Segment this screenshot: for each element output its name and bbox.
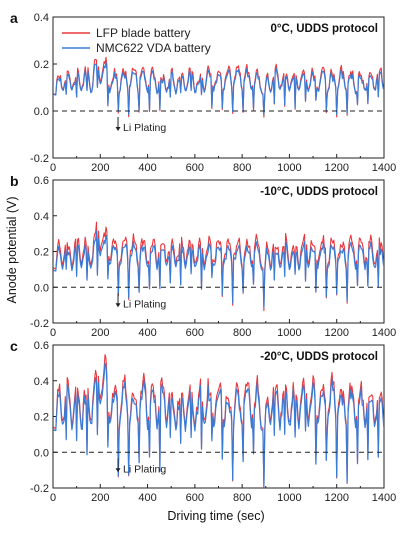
panel-b: 0 200 400 600 800 1000 1200 1400 -0.2 0.0 0.2 0.4 0.… xyxy=(10,173,396,339)
panel-a: 0 200 400 600 800 1000 1200 1400 -0.2 0.0 0.2 0.4 Li… xyxy=(10,10,396,174)
x-tick-label: 1400 xyxy=(372,327,396,339)
y-axis-title: Anode potential (V) xyxy=(5,196,19,303)
x-tick-label: 800 xyxy=(233,327,251,339)
y-tick-label: 0.2 xyxy=(34,59,49,71)
x-tick-label: 0 xyxy=(50,492,56,504)
x-tick-label: 600 xyxy=(186,492,204,504)
y-tick-label: -0.2 xyxy=(30,483,49,495)
series-line-lfp xyxy=(53,221,384,312)
x-tick-label: 1000 xyxy=(277,162,301,174)
li-plating-arrowhead xyxy=(115,127,121,131)
y-tick-label: 0.4 xyxy=(34,211,49,223)
plot-frame xyxy=(52,344,385,489)
panel-letter: a xyxy=(10,10,18,26)
x-tick-label: 1400 xyxy=(372,492,396,504)
x-tick-label: 1200 xyxy=(324,492,348,504)
legend-label-lfp: LFP blade battery xyxy=(96,26,191,40)
x-tick-label: 600 xyxy=(186,327,204,339)
series-line-nmc xyxy=(53,230,384,308)
legend-label-nmc: NMC622 VDA battery xyxy=(96,41,211,55)
series-line-nmc xyxy=(53,61,384,116)
x-tick-label: 1200 xyxy=(324,162,348,174)
panel-title: -10°C, UDDS protocol xyxy=(260,186,378,198)
x-axis-title: Driving time (sec) xyxy=(167,509,264,523)
y-tick-label: 0.0 xyxy=(34,447,49,459)
x-tick-label: 1000 xyxy=(277,492,301,504)
x-tick-label: 0 xyxy=(50,162,56,174)
y-tick-label: -0.2 xyxy=(30,318,49,330)
x-tick-label: 200 xyxy=(91,162,109,174)
li-plating-label: Li Plating xyxy=(123,463,166,475)
x-tick-label: 1200 xyxy=(324,327,348,339)
y-tick-label: 0.2 xyxy=(34,247,49,259)
panel-title: -20°C, UDDS protocol xyxy=(260,351,378,363)
y-tick-label: 0.6 xyxy=(34,340,49,352)
x-tick-label: 200 xyxy=(91,492,109,504)
li-plating-label: Li Plating xyxy=(123,122,166,134)
panel-letter: b xyxy=(10,173,19,189)
x-tick-label: 600 xyxy=(186,162,204,174)
x-tick-label: 400 xyxy=(138,162,156,174)
y-tick-label: 0.0 xyxy=(34,106,49,118)
x-tick-label: 1000 xyxy=(277,327,301,339)
y-tick-label: 0.6 xyxy=(34,175,49,187)
x-tick-label: 400 xyxy=(138,327,156,339)
li-plating-arrowhead xyxy=(115,468,121,473)
x-tick-label: 200 xyxy=(91,327,109,339)
panel-c: 0 200 400 600 800 1000 1200 1400 -0.2 0.0 0.2 0.4 0.… xyxy=(10,338,396,504)
panel-letter: c xyxy=(10,338,18,354)
y-tick-label: 0.0 xyxy=(34,282,49,294)
li-plating-arrowhead xyxy=(115,303,121,308)
y-tick-label: -0.2 xyxy=(30,153,49,165)
x-tick-label: 0 xyxy=(50,327,56,339)
x-tick-label: 800 xyxy=(233,162,251,174)
x-tick-label: 400 xyxy=(138,492,156,504)
x-tick-label: 800 xyxy=(233,492,251,504)
y-tick-label: 0.4 xyxy=(34,376,49,388)
series-line-nmc xyxy=(53,362,384,488)
li-plating-label: Li Plating xyxy=(123,298,166,310)
legend: LFP blade battery NMC622 VDA battery xyxy=(62,26,211,55)
y-tick-label: 0.2 xyxy=(34,412,49,424)
x-tick-label: 1400 xyxy=(372,162,396,174)
y-tick-label: 0.4 xyxy=(34,12,49,24)
panel-title: 0°C, UDDS protocol xyxy=(271,23,378,35)
series-line-lfp xyxy=(53,56,384,118)
series-line-lfp xyxy=(53,354,384,488)
